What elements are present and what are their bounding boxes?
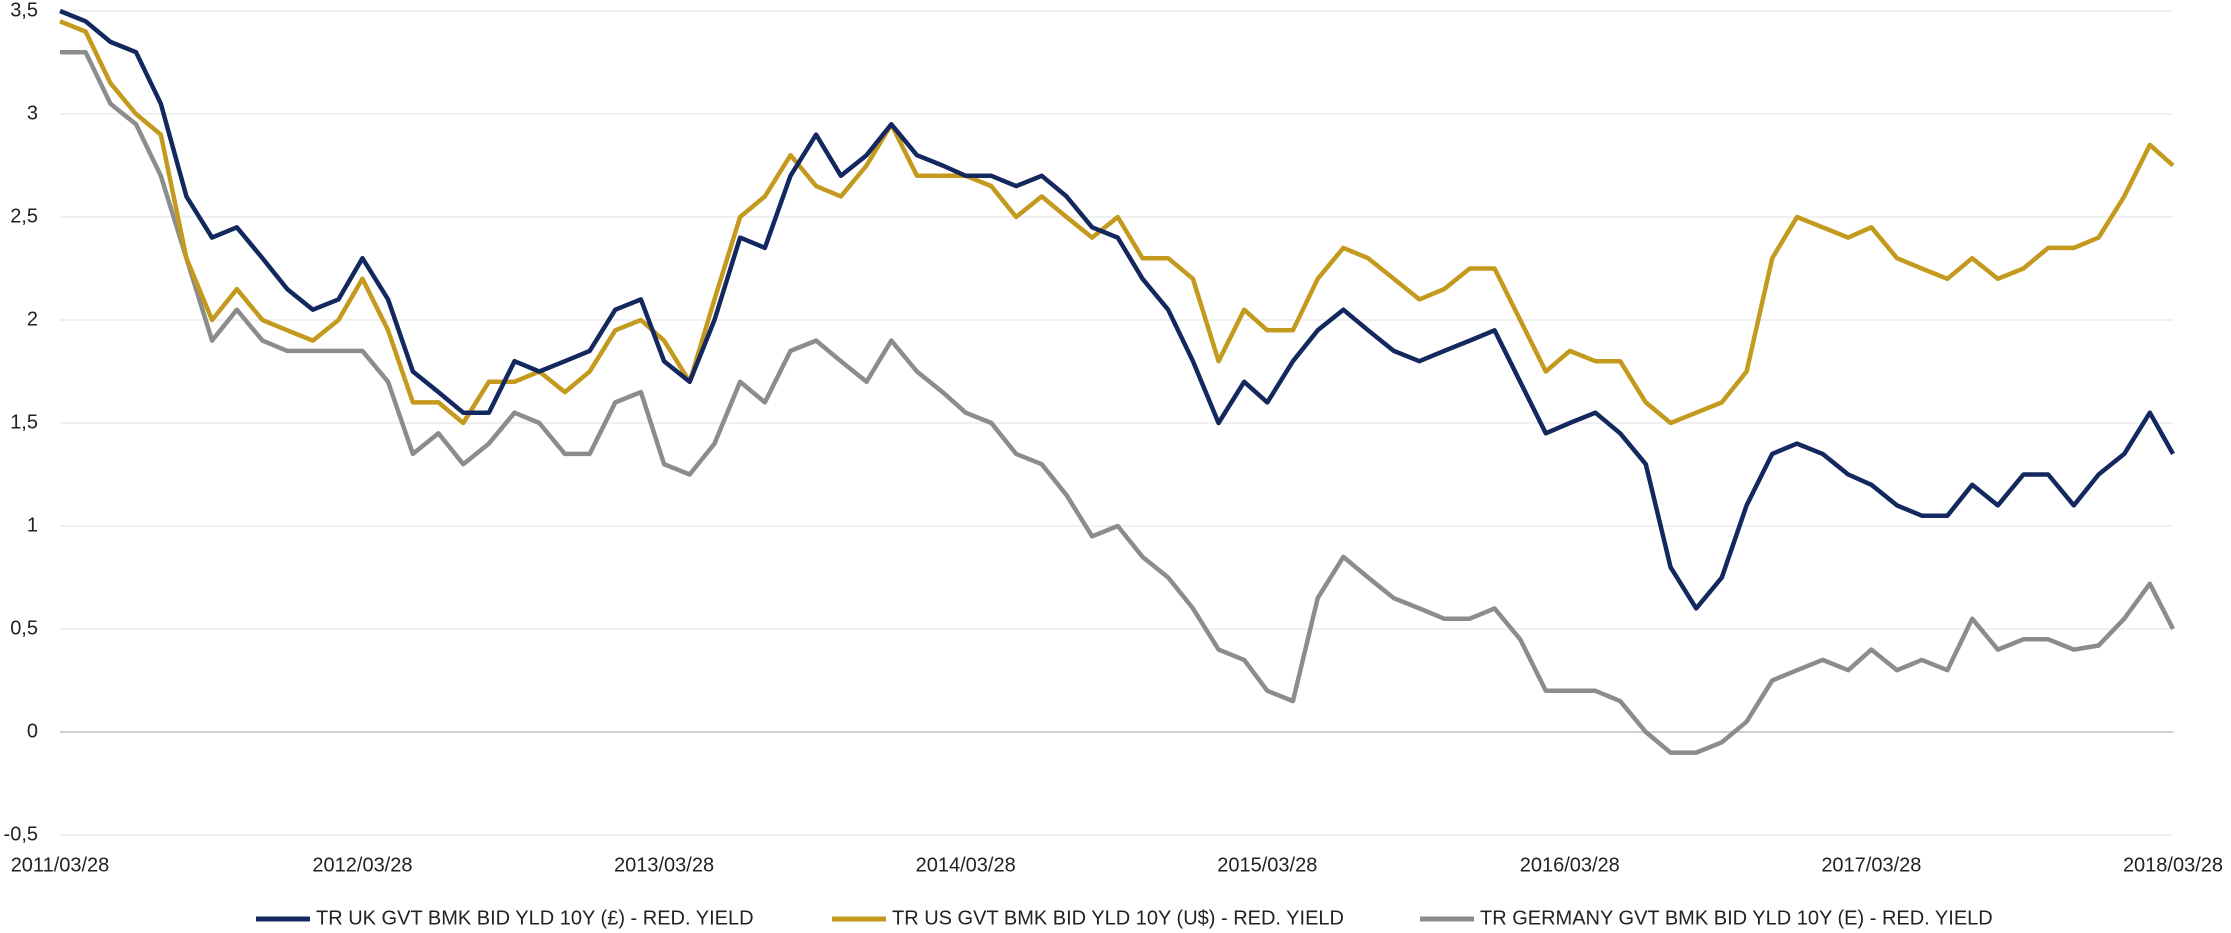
x-tick-label: 2012/03/28 [312,854,412,876]
legend-label: TR US GVT BMK BID YLD 10Y (U$) - RED. YI… [892,907,1344,929]
y-tick-label: 1 [27,514,38,536]
y-tick-label: 1,5 [10,411,38,433]
x-tick-label: 2011/03/28 [11,854,110,876]
series-line [59,19,2175,426]
y-tick-label: 2 [27,308,38,330]
x-tick-label: 2017/03/28 [1821,854,1921,876]
series-line [59,8,2175,611]
x-tick-label: 2018/03/28 [2123,854,2223,876]
y-tick-label: 0 [27,720,38,742]
y-tick-label: 0,5 [10,617,38,639]
y-tick-label: -0,5 [4,823,38,845]
x-tick-label: 2014/03/28 [916,854,1016,876]
x-tick-label: 2015/03/28 [1217,854,1317,876]
series-line [60,49,2176,755]
x-tick-label: 2016/03/28 [1520,854,1620,876]
legend-label: TR GERMANY GVT BMK BID YLD 10Y (E) - RED… [1480,907,1993,929]
y-tick-label: 3,5 [10,0,38,21]
y-tick-label: 3 [27,102,38,124]
legend-label: TR UK GVT BMK BID YLD 10Y (£) - RED. YIE… [316,907,754,929]
x-tick-label: 2013/03/28 [614,854,714,876]
y-tick-label: 2,5 [10,205,38,227]
